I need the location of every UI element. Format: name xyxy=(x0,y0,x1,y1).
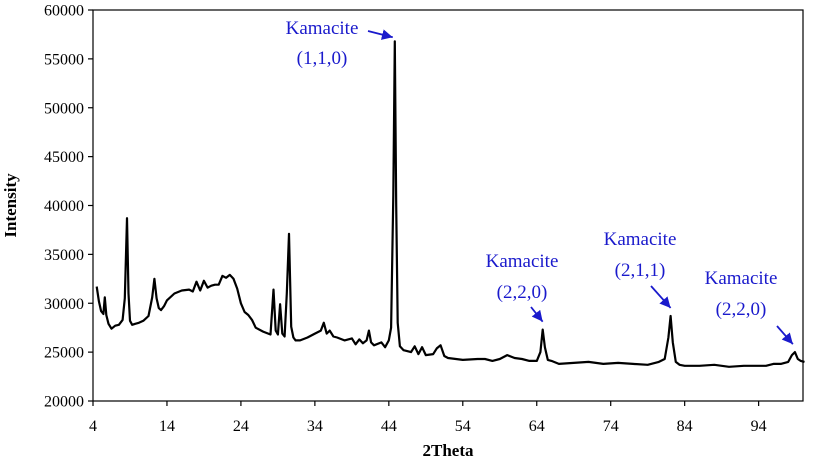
annotation-label: Kamacite xyxy=(486,251,559,272)
x-tick-label: 64 xyxy=(529,418,545,435)
x-tick-label: 14 xyxy=(159,418,175,435)
x-tick-label: 34 xyxy=(307,418,323,435)
x-tick-label: 24 xyxy=(233,418,249,435)
annotation-kamacite: Kamacite (2,1,1) xyxy=(604,229,677,309)
annotation-kamacite: Kamacite (2,2,0) xyxy=(705,268,794,345)
annotation-arrow xyxy=(367,29,393,40)
annotation-label: Kamacite xyxy=(286,18,359,39)
annotation-hkl: (2,1,1) xyxy=(615,260,666,281)
y-tick-label: 60000 xyxy=(44,3,84,20)
y-tick-label: 45000 xyxy=(44,149,84,166)
annotation-kamacite: Kamacite (2,2,0) xyxy=(486,251,559,323)
y-axis-ticks: 20000 25000 30000 35000 40000 45000 50000 55000… xyxy=(44,3,93,411)
y-tick-label: 50000 xyxy=(44,100,84,117)
annotation-arrow xyxy=(650,285,672,309)
x-tick-label: 94 xyxy=(751,418,767,435)
x-tick-label: 74 xyxy=(603,418,619,435)
x-tick-label: 54 xyxy=(455,418,471,435)
annotation-kamacite: Kamacite (1,1,0) xyxy=(286,18,393,69)
annotation-label: Kamacite xyxy=(604,229,677,250)
annotation-arrow xyxy=(776,325,794,345)
plot-frame xyxy=(92,9,804,402)
annotation-arrow xyxy=(530,306,544,323)
series-line xyxy=(95,40,805,368)
y-tick-label: 25000 xyxy=(44,345,84,362)
y-tick-label: 40000 xyxy=(44,198,84,215)
annotation-hkl: (2,2,0) xyxy=(716,299,767,320)
y-tick-label: 30000 xyxy=(44,296,84,313)
y-tick-label: 55000 xyxy=(44,51,84,68)
y-tick-label: 35000 xyxy=(44,247,84,264)
y-tick-label: 20000 xyxy=(44,394,84,411)
annotation-label: Kamacite xyxy=(705,268,778,289)
x-tick-label: 84 xyxy=(677,418,693,435)
annotations: Kamacite (1,1,0) Kamacite (2,2,0) Kamacite (2… xyxy=(286,18,794,345)
x-tick-label: 4 xyxy=(89,418,97,435)
x-axis-title: 2Theta xyxy=(423,441,475,460)
annotation-hkl: (1,1,0) xyxy=(297,48,348,69)
x-tick-label: 44 xyxy=(381,418,397,435)
annotation-hkl: (2,2,0) xyxy=(497,282,548,303)
x-axis-ticks: 4 14 24 34 44 54 64 74 84 94 xyxy=(89,401,767,435)
y-axis-title: Intensity xyxy=(1,173,20,238)
